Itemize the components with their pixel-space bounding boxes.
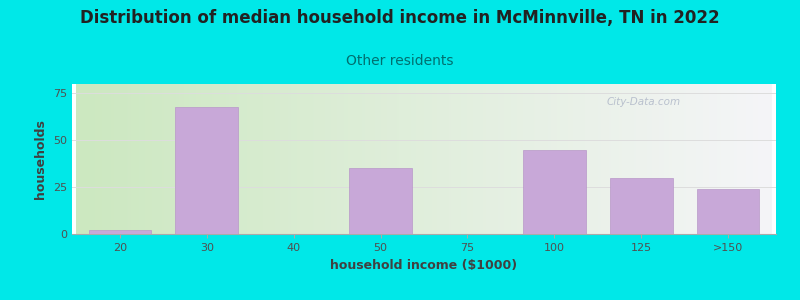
Bar [697, 189, 759, 234]
Bar [89, 230, 151, 234]
Text: City-Data.com: City-Data.com [607, 97, 681, 107]
X-axis label: household income ($1000): household income ($1000) [330, 259, 518, 272]
Bar [523, 150, 586, 234]
Bar [610, 178, 673, 234]
Y-axis label: households: households [34, 119, 47, 199]
Bar [175, 106, 238, 234]
Text: Distribution of median household income in McMinnville, TN in 2022: Distribution of median household income … [80, 9, 720, 27]
Bar [350, 168, 412, 234]
Text: Other residents: Other residents [346, 54, 454, 68]
